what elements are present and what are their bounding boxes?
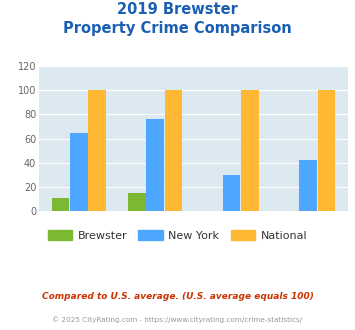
Text: 2019 Brewster: 2019 Brewster	[117, 2, 238, 16]
Bar	[88, 90, 106, 211]
Bar	[128, 193, 146, 211]
Bar	[299, 160, 317, 211]
Text: Property Crime Comparison: Property Crime Comparison	[63, 21, 292, 36]
Bar	[223, 175, 240, 211]
Bar	[318, 90, 335, 211]
Text: © 2025 CityRating.com - https://www.cityrating.com/crime-statistics/: © 2025 CityRating.com - https://www.city…	[53, 317, 302, 323]
Bar	[165, 90, 182, 211]
Bar	[147, 119, 164, 211]
Text: Compared to U.S. average. (U.S. average equals 100): Compared to U.S. average. (U.S. average …	[42, 292, 313, 301]
Bar	[70, 133, 88, 211]
Bar	[52, 198, 69, 211]
Bar	[241, 90, 259, 211]
Legend: Brewster, New York, National: Brewster, New York, National	[43, 225, 312, 245]
